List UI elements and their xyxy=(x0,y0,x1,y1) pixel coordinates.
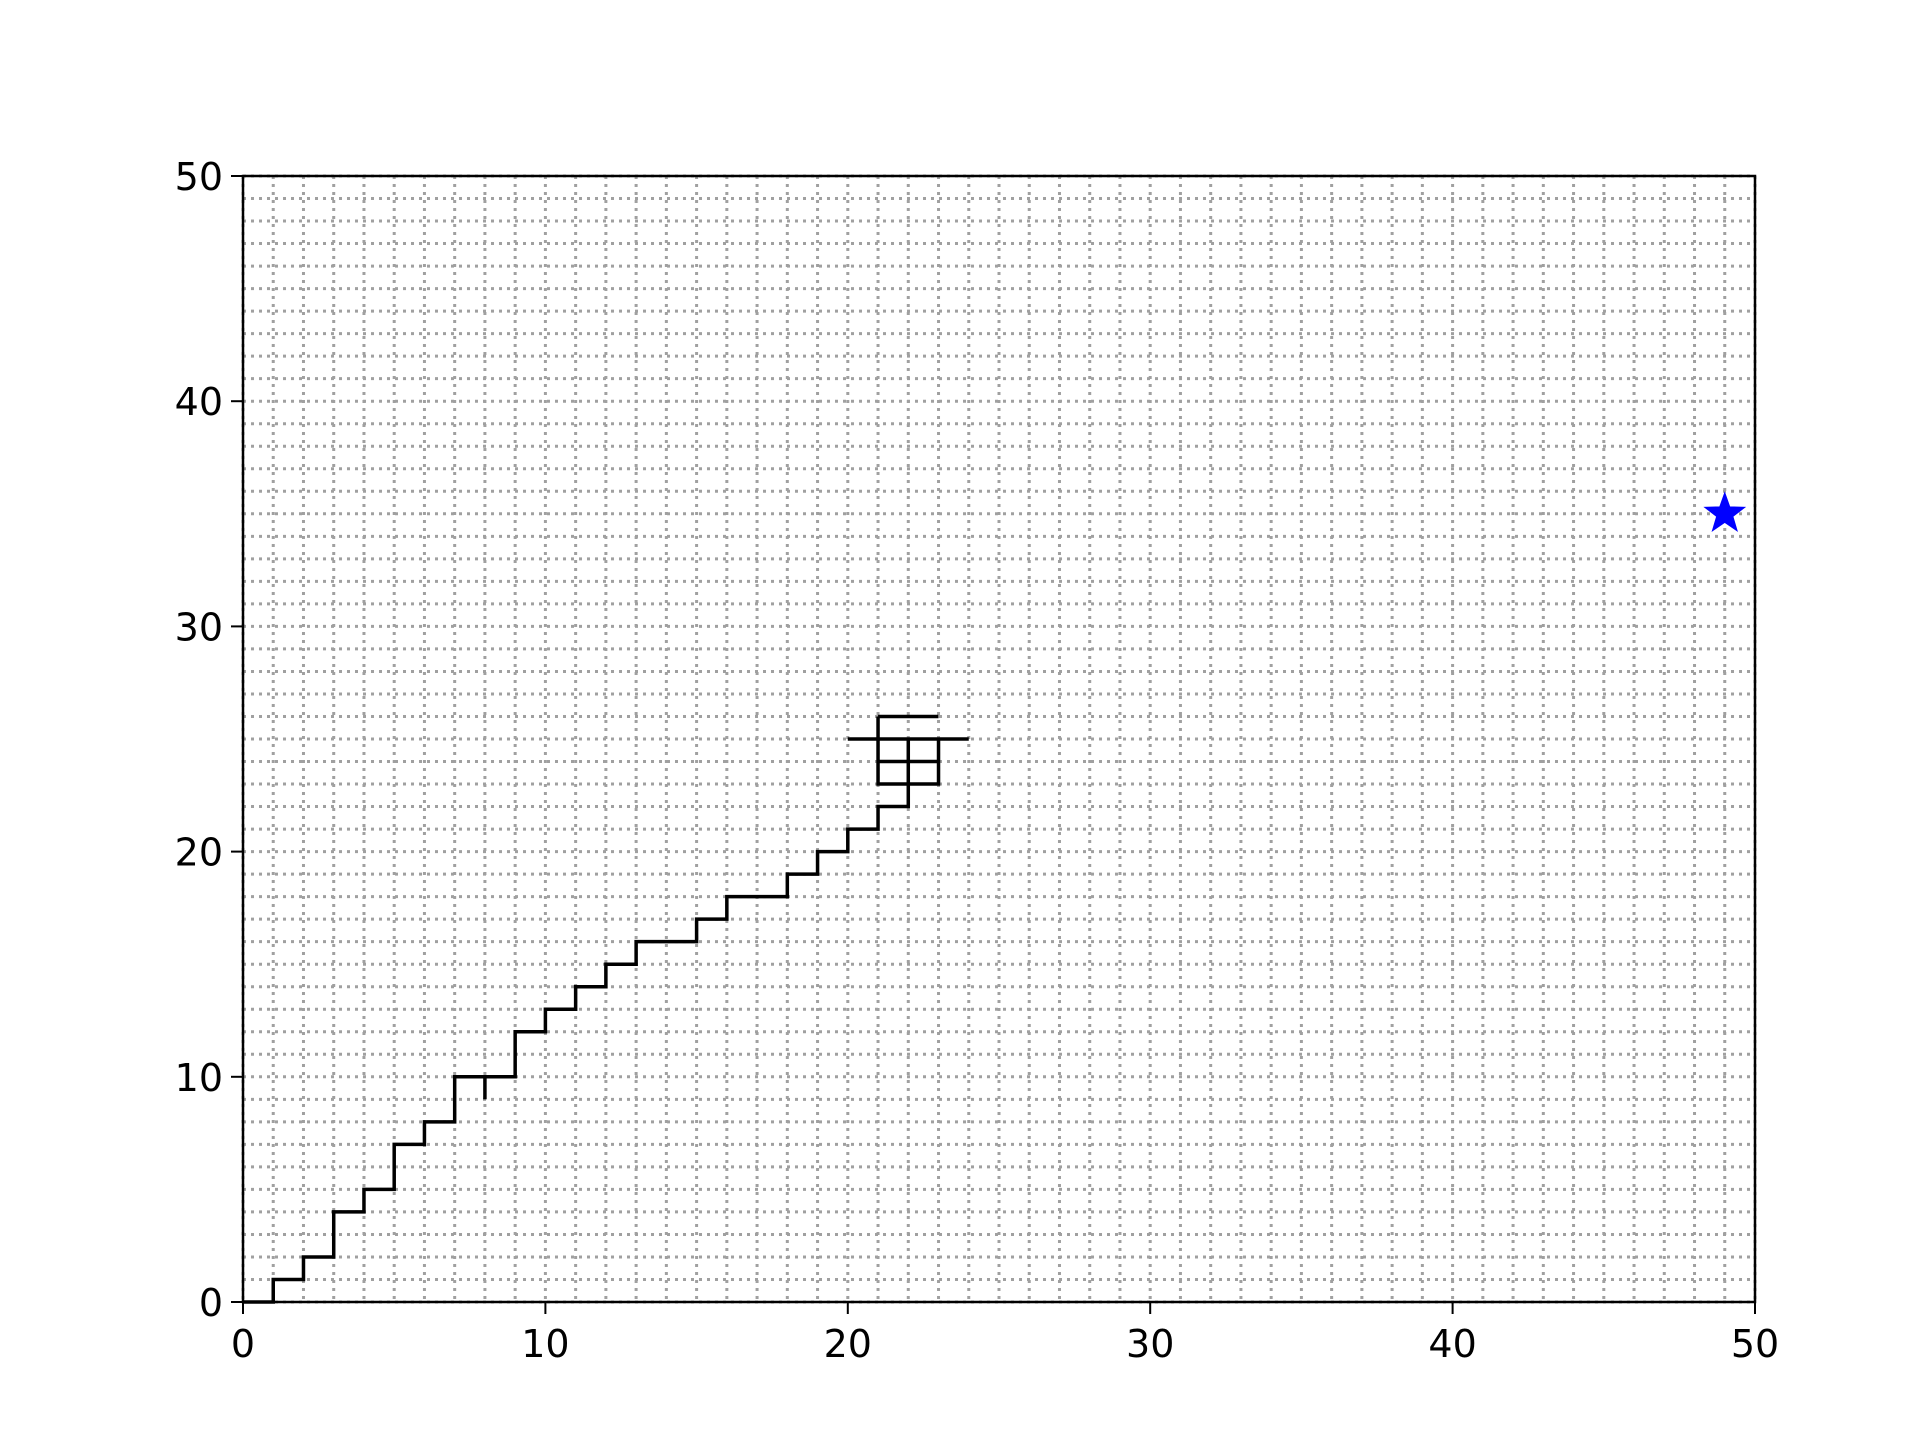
y-tick-label: 50 xyxy=(175,155,223,199)
x-tick-label: 50 xyxy=(1731,1322,1779,1366)
x-tick-label: 40 xyxy=(1428,1322,1476,1366)
x-tick-label: 0 xyxy=(231,1322,255,1366)
y-tick-label: 0 xyxy=(199,1281,223,1325)
path-series xyxy=(243,714,969,1304)
y-tick-label: 10 xyxy=(175,1056,223,1100)
x-tick-label: 10 xyxy=(521,1322,569,1366)
goal-star-marker xyxy=(1703,491,1747,533)
x-axis: 0 10 20 30 40 50 xyxy=(231,1302,1779,1366)
y-tick-label: 40 xyxy=(175,380,223,424)
x-tick-label: 20 xyxy=(824,1322,872,1366)
y-axis: 0 10 20 30 40 50 xyxy=(175,155,243,1325)
goal-marker-layer xyxy=(1703,491,1747,533)
path-segment xyxy=(243,739,911,1304)
y-tick-label: 20 xyxy=(175,831,223,875)
x-tick-label: 30 xyxy=(1126,1322,1174,1366)
y-tick-label: 30 xyxy=(175,605,223,649)
plot-frame xyxy=(241,174,1757,1304)
